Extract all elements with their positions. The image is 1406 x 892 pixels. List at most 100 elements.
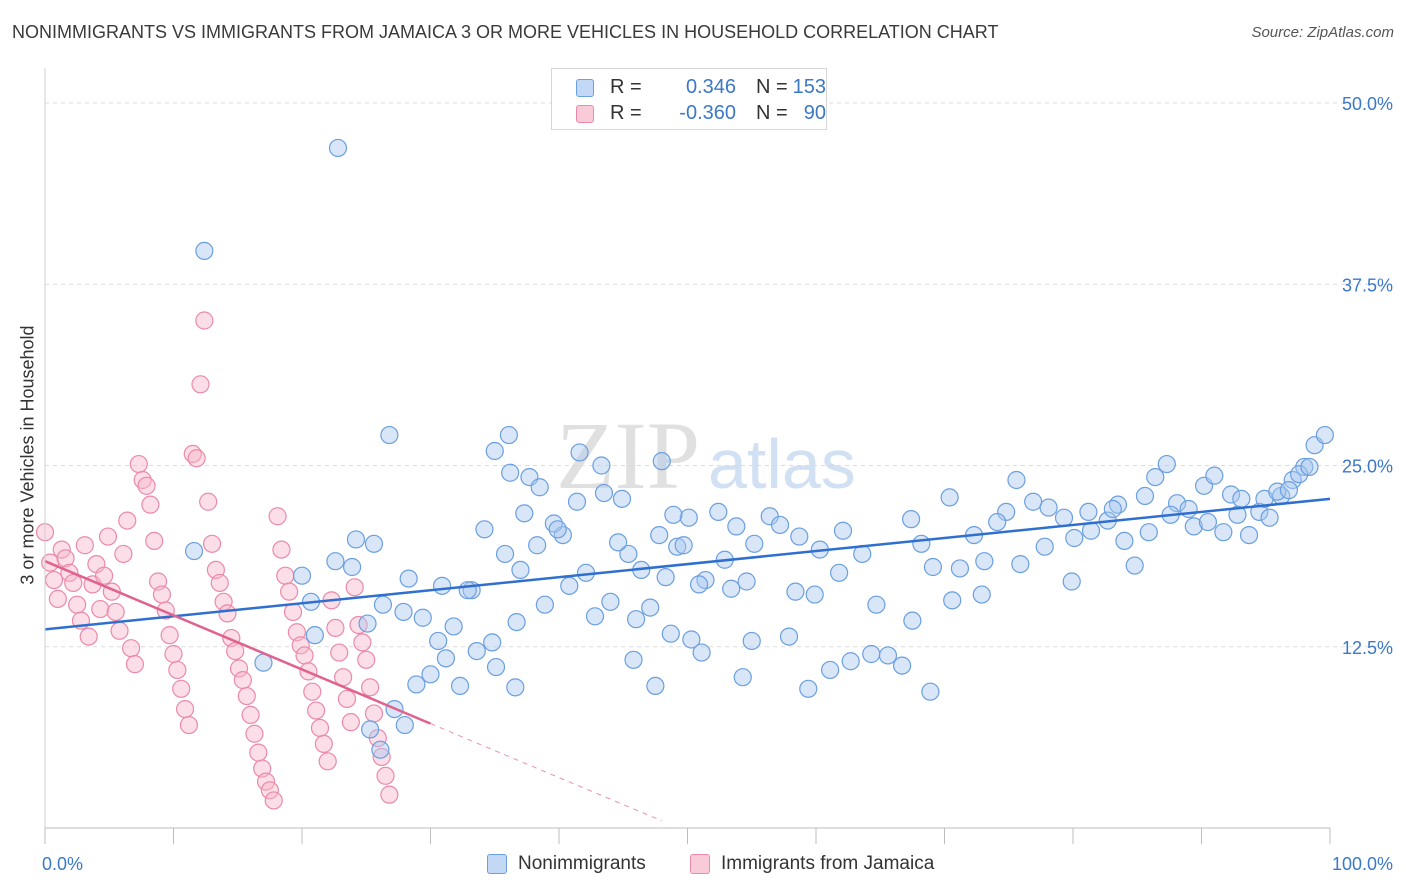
legend-n-label: N = [756,102,788,124]
data-point-nonimmigrants [830,563,849,582]
data-point-nonimmigrants [399,569,418,588]
data-point-nonimmigrants [950,559,970,578]
data-point-nonimmigrants [444,617,463,636]
data-point-jamaica [341,713,360,732]
bottom-legend-swatch-blue [487,854,507,874]
data-point-jamaica [291,636,310,655]
data-point-nonimmigrants [679,508,698,527]
data-point-nonimmigrants [1157,454,1176,474]
chart-title: NONIMMIGRANTS VS IMMIGRANTS FROM JAMAICA… [12,22,999,42]
data-point-jamaica [152,585,172,604]
data-point-nonimmigrants [692,643,711,662]
data-point-jamaica [98,527,118,546]
correlation-legend: R = 0.346 N = 153 R = -0.360 N = 90 [551,68,827,130]
data-point-nonimmigrants [1115,531,1134,551]
data-point-nonimmigrants [646,676,665,696]
data-point-jamaica [68,595,87,614]
bottom-legend-label: Immigrants from Jamaica [721,853,935,874]
data-point-jamaica [372,747,391,767]
data-point-nonimmigrants [786,582,805,601]
data-point-nonimmigrants [674,536,693,555]
data-point-jamaica [357,650,376,669]
data-point-jamaica [52,540,71,559]
data-point-jamaica [361,678,380,697]
data-point-jamaica [268,507,287,526]
data-point-jamaica [260,781,279,800]
data-point-nonimmigrants [585,607,605,626]
data-point-nonimmigrants [570,443,589,462]
data-point-nonimmigrants [501,463,520,482]
data-point-nonimmigrants [395,715,414,735]
data-point-jamaica [314,734,333,754]
data-point-nonimmigrants [689,575,709,594]
data-point-nonimmigrants [528,536,547,555]
data-point-nonimmigrants [1300,457,1319,477]
data-point-nonimmigrants [305,626,324,645]
data-point-nonimmigrants [650,525,669,545]
trend-line-jamaica-extension [430,723,662,822]
legend-r-label: R = [610,102,642,124]
data-point-nonimmigrants [373,595,393,614]
data-point-nonimmigrants [722,579,741,598]
data-point-nonimmigrants [1205,466,1224,485]
data-point-nonimmigrants [495,544,515,564]
data-point-jamaica [229,659,249,678]
data-point-jamaica [210,573,229,593]
data-point-nonimmigrants [292,566,312,585]
legend-r-value: 0.346 [685,76,736,98]
data-point-nonimmigrants [652,452,671,471]
data-point-nonimmigrants [878,646,898,665]
data-point-jamaica [118,511,137,530]
data-point-jamaica [295,646,314,665]
data-point-nonimmigrants [594,483,614,503]
data-point-nonimmigrants [1146,468,1165,487]
data-point-nonimmigrants [943,591,962,610]
data-point-nonimmigrants [429,631,448,651]
data-point-nonimmigrants [892,656,912,675]
data-point-nonimmigrants [436,649,456,668]
y-tick-label: 50.0% [1342,94,1393,114]
data-point-nonimmigrants [1103,499,1122,519]
data-point-nonimmigrants [1079,502,1098,521]
data-point-nonimmigrants [328,138,348,158]
axes: 0.0% 100.0% [42,68,1393,874]
data-point-nonimmigrants [972,585,991,604]
data-point-nonimmigrants [1135,486,1155,506]
data-point-nonimmigrants [380,425,399,445]
series-immigrants-from-jamaica [35,311,399,810]
data-point-nonimmigrants [530,478,549,497]
data-point-nonimmigrants [371,740,390,759]
source-label: Source: ZipAtlas.com [1251,24,1394,41]
data-point-nonimmigrants [483,633,502,652]
data-point-nonimmigrants [432,576,452,595]
data-point-nonimmigrants [1011,554,1030,574]
data-point-nonimmigrants [567,492,587,511]
data-point-nonimmigrants [1290,465,1309,484]
legend-n-value: 153 [792,76,826,98]
series-nonimmigrants [184,138,1334,759]
data-point-nonimmigrants [1315,425,1334,445]
data-point-nonimmigrants [592,456,611,475]
data-point-nonimmigrants [612,489,632,508]
data-point-nonimmigrants [626,610,646,629]
data-point-jamaica [121,639,141,658]
data-point-nonimmigrants [770,515,790,535]
data-point-jamaica [241,705,260,725]
data-point-jamaica [110,621,129,640]
legend-swatch-blue [576,79,594,97]
data-point-nonimmigrants [709,502,728,521]
data-point-jamaica [264,791,283,810]
data-point-jamaica [233,670,252,690]
data-point-nonimmigrants [548,520,567,539]
data-point-jamaica [199,492,218,511]
data-point-nonimmigrants [601,592,620,611]
data-point-nonimmigrants [799,679,818,698]
data-point-nonimmigrants [1139,523,1158,542]
data-point-jamaica [237,686,256,706]
data-point-jamaica [48,589,67,609]
data-point-nonimmigrants [821,660,840,680]
data-point-nonimmigrants [901,510,921,529]
data-point-nonimmigrants [507,612,526,632]
watermark: ZIP atlas [556,402,856,509]
data-point-nonimmigrants [975,552,994,571]
